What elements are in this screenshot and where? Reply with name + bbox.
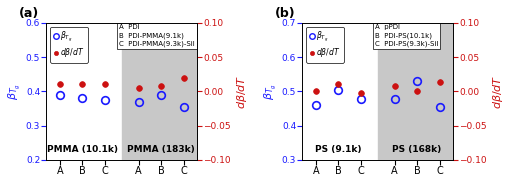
Y-axis label: $\beta_{T_g}$: $\beta_{T_g}$ <box>7 83 23 100</box>
Legend: $\beta_{T_g}$, $d\beta/dT$: $\beta_{T_g}$, $d\beta/dT$ <box>50 27 88 63</box>
Y-axis label: $\beta_{T_g}$: $\beta_{T_g}$ <box>263 83 279 100</box>
Text: PS (168k): PS (168k) <box>392 145 442 154</box>
Text: PMMA (183k): PMMA (183k) <box>127 145 195 154</box>
Text: PMMA (10.1k): PMMA (10.1k) <box>47 145 118 154</box>
Text: A  PDI
B  PDI-PMMA(9.1k)
C  PDI-PMMA(9.3k)-Sil: A PDI B PDI-PMMA(9.1k) C PDI-PMMA(9.3k)-… <box>119 24 195 47</box>
Legend: $\beta_{T_g}$, $d\beta/dT$: $\beta_{T_g}$, $d\beta/dT$ <box>306 27 344 63</box>
Text: (a): (a) <box>19 7 39 20</box>
Bar <box>378 23 453 160</box>
Y-axis label: $d\beta/dT$: $d\beta/dT$ <box>235 74 249 109</box>
Text: (b): (b) <box>275 7 296 20</box>
Bar <box>122 23 197 160</box>
Text: PS (9.1k): PS (9.1k) <box>315 145 361 154</box>
Y-axis label: $d\beta/dT$: $d\beta/dT$ <box>491 74 505 109</box>
Text: A  pPDI
B  PDI-PS(10.1k)
C  PDI-PS(9.3k)-Sil: A pPDI B PDI-PS(10.1k) C PDI-PS(9.3k)-Si… <box>375 24 438 47</box>
